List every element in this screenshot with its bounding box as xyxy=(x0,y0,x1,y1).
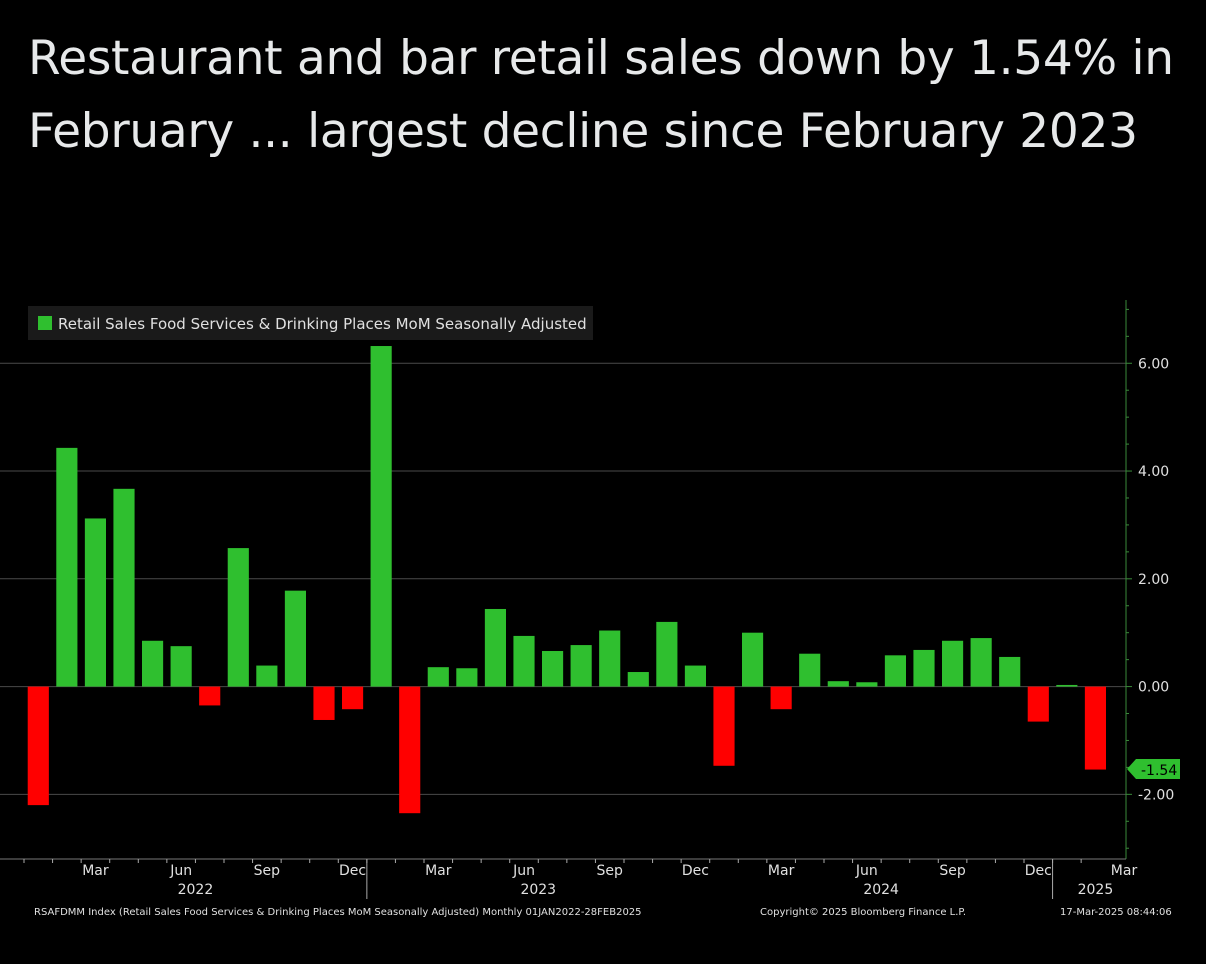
bar-2024-01: 2024-01: -1.47 xyxy=(713,686,735,766)
x-tick-label-month: Mar xyxy=(1111,863,1138,879)
bar-2024-08: 2024-08: 0.68 xyxy=(913,649,935,687)
bar-2022-01: 2022-01: -2.2 xyxy=(27,686,49,806)
bar-2024-10: 2024-10: 0.9 xyxy=(970,638,992,687)
footer-timestamp: 17-Mar-2025 08:44:06 xyxy=(1060,907,1172,918)
last-value-badge: -1.54 xyxy=(1127,759,1180,779)
bar-2023-10: 2023-10: 0.27 xyxy=(627,672,649,687)
bar-2023-02: 2023-02: -2.35 xyxy=(399,686,421,814)
x-tick-label-month: Jun xyxy=(855,863,878,879)
bar-2022-05: 2022-05: 0.85 xyxy=(142,640,164,687)
bar-2024-09: 2024-09: 0.85 xyxy=(942,640,964,687)
bar-2023-03: 2023-03: 0.36 xyxy=(427,667,449,687)
x-tick-label-month: Dec xyxy=(682,863,709,879)
x-tick-label-month: Sep xyxy=(254,863,281,879)
bar-2024-12: 2024-12: -0.65 xyxy=(1027,686,1049,722)
x-tick-label-month: Mar xyxy=(768,863,795,879)
footer-source: RSAFDMM Index (Retail Sales Food Service… xyxy=(34,907,642,918)
legend: Retail Sales Food Services & Drinking Pl… xyxy=(28,306,593,340)
y-tick-label: 2.00 xyxy=(1138,572,1169,588)
bloomberg-chart: 2022-01: -2.2 2022-02: 4.43 2022-03: 3.12 2… xyxy=(0,296,1206,959)
bar-2023-08: 2023-08: 0.77 xyxy=(570,645,592,687)
y-tick-label: -2.00 xyxy=(1138,787,1174,803)
bar-2023-06: 2023-06: 0.94 xyxy=(513,635,535,687)
bar-2022-07: 2022-07: -0.35 xyxy=(199,686,221,706)
bar-2022-03: 2022-03: 3.12 xyxy=(84,518,106,687)
y-tick-labels: 6.00 4.00 2.00 0.00 -2.00 xyxy=(1138,356,1174,803)
x-tick-label-year: 2022 xyxy=(178,882,214,898)
bar-2022-09: 2022-09: 0.39 xyxy=(256,665,278,687)
bar-2024-03: 2024-03: -0.42 xyxy=(770,686,792,710)
bar-2022-10: 2022-10: 1.78 xyxy=(284,590,306,687)
bar-2022-11: 2022-11: -0.62 xyxy=(313,686,335,720)
x-tick-label-year: 2025 xyxy=(1078,882,1114,898)
bar-2024-11: 2024-11: 0.55 xyxy=(999,656,1021,687)
bar-2024-05: 2024-05: 0.1 xyxy=(827,681,849,687)
x-tick-label-month: Mar xyxy=(82,863,109,879)
bar-2024-04: 2024-04: 0.61 xyxy=(799,653,821,687)
bar-2023-11: 2023-11: 1.2 xyxy=(656,621,678,687)
x-tick-labels: Mar Jun Sep Dec Mar Jun Sep Dec Mar Jun Sep Dec Mar 2… xyxy=(82,863,1137,898)
y-tick-label: 0.00 xyxy=(1138,680,1169,696)
last-value-badge-shape xyxy=(1127,759,1180,779)
x-tick-label-month: Jun xyxy=(512,863,535,879)
x-tick-label-year: 2023 xyxy=(520,882,556,898)
bar-2023-07: 2023-07: 0.66 xyxy=(542,651,564,687)
chart-background xyxy=(0,296,1206,959)
post-headline: Restaurant and bar retail sales down by … xyxy=(28,31,1174,159)
bar-2025-02: 2025-02: -1.54 xyxy=(1084,686,1106,770)
bar-2023-04: 2023-04: 0.34 xyxy=(456,668,478,687)
x-tick-label-year: 2024 xyxy=(863,882,899,898)
bars: 2022-01: -2.2 2022-02: 4.43 2022-03: 3.12 2… xyxy=(27,346,1106,814)
x-tick-label-month: Sep xyxy=(597,863,624,879)
last-value-label: -1.54 xyxy=(1141,763,1177,779)
x-tick-label-month: Mar xyxy=(425,863,452,879)
x-tick-label-month: Dec xyxy=(1025,863,1052,879)
footer-copyright: Copyright© 2025 Bloomberg Finance L.P. xyxy=(760,907,966,918)
x-tick-label-month: Jun xyxy=(169,863,192,879)
bar-2024-02: 2024-02: 1 xyxy=(742,632,764,687)
bar-chart: 2022-01: -2.2 2022-02: 4.43 2022-03: 3.12 2… xyxy=(0,296,1206,959)
bar-2022-12: 2022-12: -0.42 xyxy=(342,686,364,710)
x-tick-label-month: Sep xyxy=(939,863,966,879)
legend-swatch xyxy=(38,316,52,330)
bar-2024-07: 2024-07: 0.58 xyxy=(884,655,906,687)
legend-label: Retail Sales Food Services & Drinking Pl… xyxy=(58,315,587,333)
x-tick-label-month: Dec xyxy=(339,863,366,879)
axes xyxy=(0,300,1132,899)
bar-2023-12: 2023-12: 0.39 xyxy=(684,665,706,687)
bar-2023-09: 2023-09: 1.04 xyxy=(599,630,621,687)
legend-box xyxy=(28,306,593,340)
bar-2023-01: 2023-01: 6.32 xyxy=(370,346,392,687)
bar-2022-06: 2022-06: 0.75 xyxy=(170,646,192,687)
bar-2025-01: 2025-01: 0.03 xyxy=(1056,684,1078,687)
bar-2023-05: 2023-05: 1.44 xyxy=(484,608,506,687)
bar-2022-08: 2022-08: 2.57 xyxy=(227,548,249,687)
bar-2024-06: 2024-06: 0.08 xyxy=(856,682,878,687)
y-tick-label: 6.00 xyxy=(1138,356,1169,372)
y-tick-label: 4.00 xyxy=(1138,464,1169,480)
bar-2022-04: 2022-04: 3.67 xyxy=(113,488,135,687)
bar-2022-02: 2022-02: 4.43 xyxy=(56,447,78,687)
